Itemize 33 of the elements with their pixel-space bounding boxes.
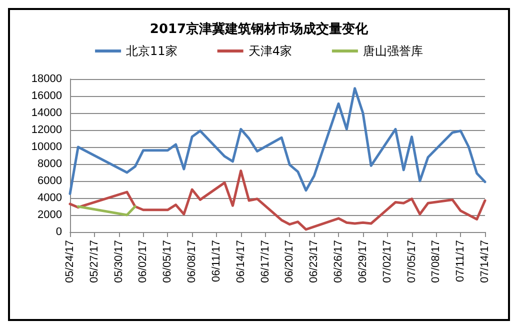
x-tick-label: 05/30/17 xyxy=(112,240,125,283)
x-tick-label: 06/29/17 xyxy=(356,240,369,283)
legend-label: 北京11家 xyxy=(126,44,178,58)
y-tick-label: 6000 xyxy=(38,175,62,187)
x-tick-label: 06/17/17 xyxy=(259,240,272,283)
y-tick-label: 0 xyxy=(56,226,62,238)
x-tick-label: 06/02/17 xyxy=(137,240,150,283)
y-tick-label: 16000 xyxy=(31,90,62,102)
legend-label: 天津4家 xyxy=(248,44,292,58)
x-tick-label: 07/11/17 xyxy=(454,240,467,282)
x-tick-label: 07/08/17 xyxy=(430,240,442,283)
line-series xyxy=(68,87,486,195)
chart-title: 2017京津冀建筑钢材市场成交量变化 xyxy=(150,21,370,37)
x-tick-label: 05/24/17 xyxy=(64,240,76,283)
x-tick-label: 07/02/17 xyxy=(381,240,394,283)
y-tick-label: 14000 xyxy=(31,107,62,119)
x-tick-label: 06/26/17 xyxy=(332,240,345,283)
y-tick-label: 12000 xyxy=(31,124,62,136)
x-tick-label: 06/11/17 xyxy=(210,240,222,282)
y-tick-label: 18000 xyxy=(31,73,62,85)
y-tick-label: 4000 xyxy=(38,192,62,204)
x-tick-label: 06/20/17 xyxy=(284,240,296,283)
x-tick-label: 06/23/17 xyxy=(308,240,320,283)
legend-label: 唐山强誉库 xyxy=(362,44,423,58)
y-tick-label: 10000 xyxy=(31,141,62,153)
x-tick-label: 07/14/17 xyxy=(479,240,491,283)
x-tick-label: 05/27/17 xyxy=(88,240,100,283)
x-tick-label: 07/05/17 xyxy=(406,240,418,283)
x-tick-label: 06/08/17 xyxy=(186,240,198,283)
y-tick-label: 2000 xyxy=(38,209,62,221)
y-tick-label: 8000 xyxy=(38,158,62,170)
x-tick-label: 06/14/17 xyxy=(234,240,247,283)
x-tick-label: 06/05/17 xyxy=(162,240,174,283)
